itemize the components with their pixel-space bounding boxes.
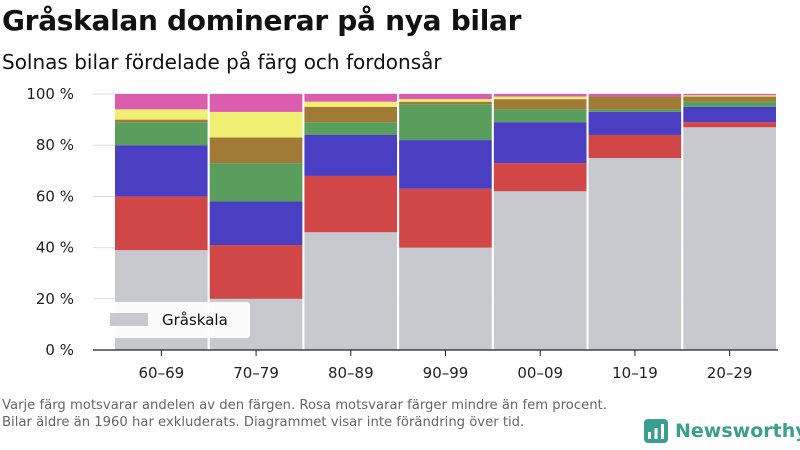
y-tick-label: 40 % — [36, 239, 74, 257]
bar-segment — [588, 96, 682, 110]
bar-segment — [493, 94, 587, 97]
bar-segment — [399, 104, 492, 141]
bar-segment — [399, 140, 492, 189]
bar-segment — [683, 101, 776, 107]
stacked-bar-chart: 0 % 20 % 40 % 60 % 80 % 100 % 60–69 70–79 80–89… — [26, 85, 778, 382]
bar-segment — [115, 109, 208, 120]
bar-segment — [493, 163, 587, 192]
bar-segment — [399, 247, 492, 350]
bar-segment — [493, 109, 587, 123]
x-axis: 60–69 70–79 80–89 90–99 00–09 10–19 20–29 — [93, 349, 778, 382]
bar-segment — [115, 122, 208, 146]
chart-title: Gråskalan dominerar på nya bilar — [2, 4, 522, 37]
bar-segment — [304, 101, 398, 107]
bar-segment — [588, 134, 682, 158]
bar-segment — [683, 94, 776, 96]
bar-segment — [304, 134, 398, 176]
bar-segment — [209, 201, 303, 246]
bar-segment — [683, 106, 776, 123]
bar-segment — [399, 99, 492, 102]
bar-segment — [399, 94, 492, 100]
bar-segment — [683, 127, 776, 350]
bar-segment — [115, 196, 208, 251]
y-tick-label: 80 % — [36, 136, 74, 154]
bar-segment — [588, 109, 682, 112]
y-tick-label: 60 % — [36, 187, 74, 205]
legend-label: Gråskala — [162, 311, 228, 329]
x-tick-label: 80–89 — [328, 364, 374, 382]
bar-segment — [304, 175, 398, 233]
x-tick-label: 60–69 — [139, 364, 185, 382]
bar-segment — [115, 94, 208, 110]
y-tick-label: 20 % — [36, 290, 74, 308]
x-tick-label: 10–19 — [612, 364, 658, 382]
y-tick-label: 100 % — [26, 85, 74, 103]
brand-logo: Newsworthy — [644, 419, 800, 443]
bar-segment — [304, 122, 398, 135]
bar-segment — [399, 188, 492, 248]
bar-segment — [399, 101, 492, 105]
bar-segment — [209, 111, 303, 138]
brand-name: Newsworthy — [675, 420, 800, 442]
x-tick-label: 90–99 — [423, 364, 469, 382]
bar-segment — [588, 111, 682, 135]
x-tick-label: 00–09 — [517, 364, 563, 382]
y-axis: 0 % 20 % 40 % 60 % 80 % 100 % — [26, 85, 74, 359]
bar-segment — [588, 94, 682, 97]
bar-segment — [493, 99, 587, 110]
bar-segment — [493, 191, 587, 350]
bar-segment — [588, 158, 682, 350]
chart-subtitle: Solnas bilar fördelade på färg och fordo… — [2, 50, 442, 74]
legend-swatch — [110, 313, 148, 326]
bar-segment — [304, 106, 398, 123]
bar-segment — [304, 232, 398, 350]
bar-segment — [683, 95, 776, 97]
bar-segment — [209, 94, 303, 112]
bar-segment — [683, 96, 776, 102]
bar-segment — [683, 122, 776, 128]
bar-segment — [209, 245, 303, 299]
x-tick-label: 20–29 — [707, 364, 753, 382]
bar-segment — [115, 145, 208, 197]
bar-segment — [209, 137, 303, 164]
y-tick-label: 0 % — [45, 341, 74, 359]
x-tick-label: 70–79 — [233, 364, 279, 382]
bar-segment — [115, 119, 208, 123]
bar-segment — [304, 94, 398, 102]
newsworthy-logo-icon — [644, 419, 668, 443]
legend: Gråskala — [99, 302, 250, 338]
bar-segment — [209, 163, 303, 202]
footnote: Varje färg motsvarar andelen av den färg… — [2, 398, 607, 430]
legend-box — [99, 302, 250, 338]
bar-segment — [493, 122, 587, 164]
bar-segment — [493, 96, 587, 100]
